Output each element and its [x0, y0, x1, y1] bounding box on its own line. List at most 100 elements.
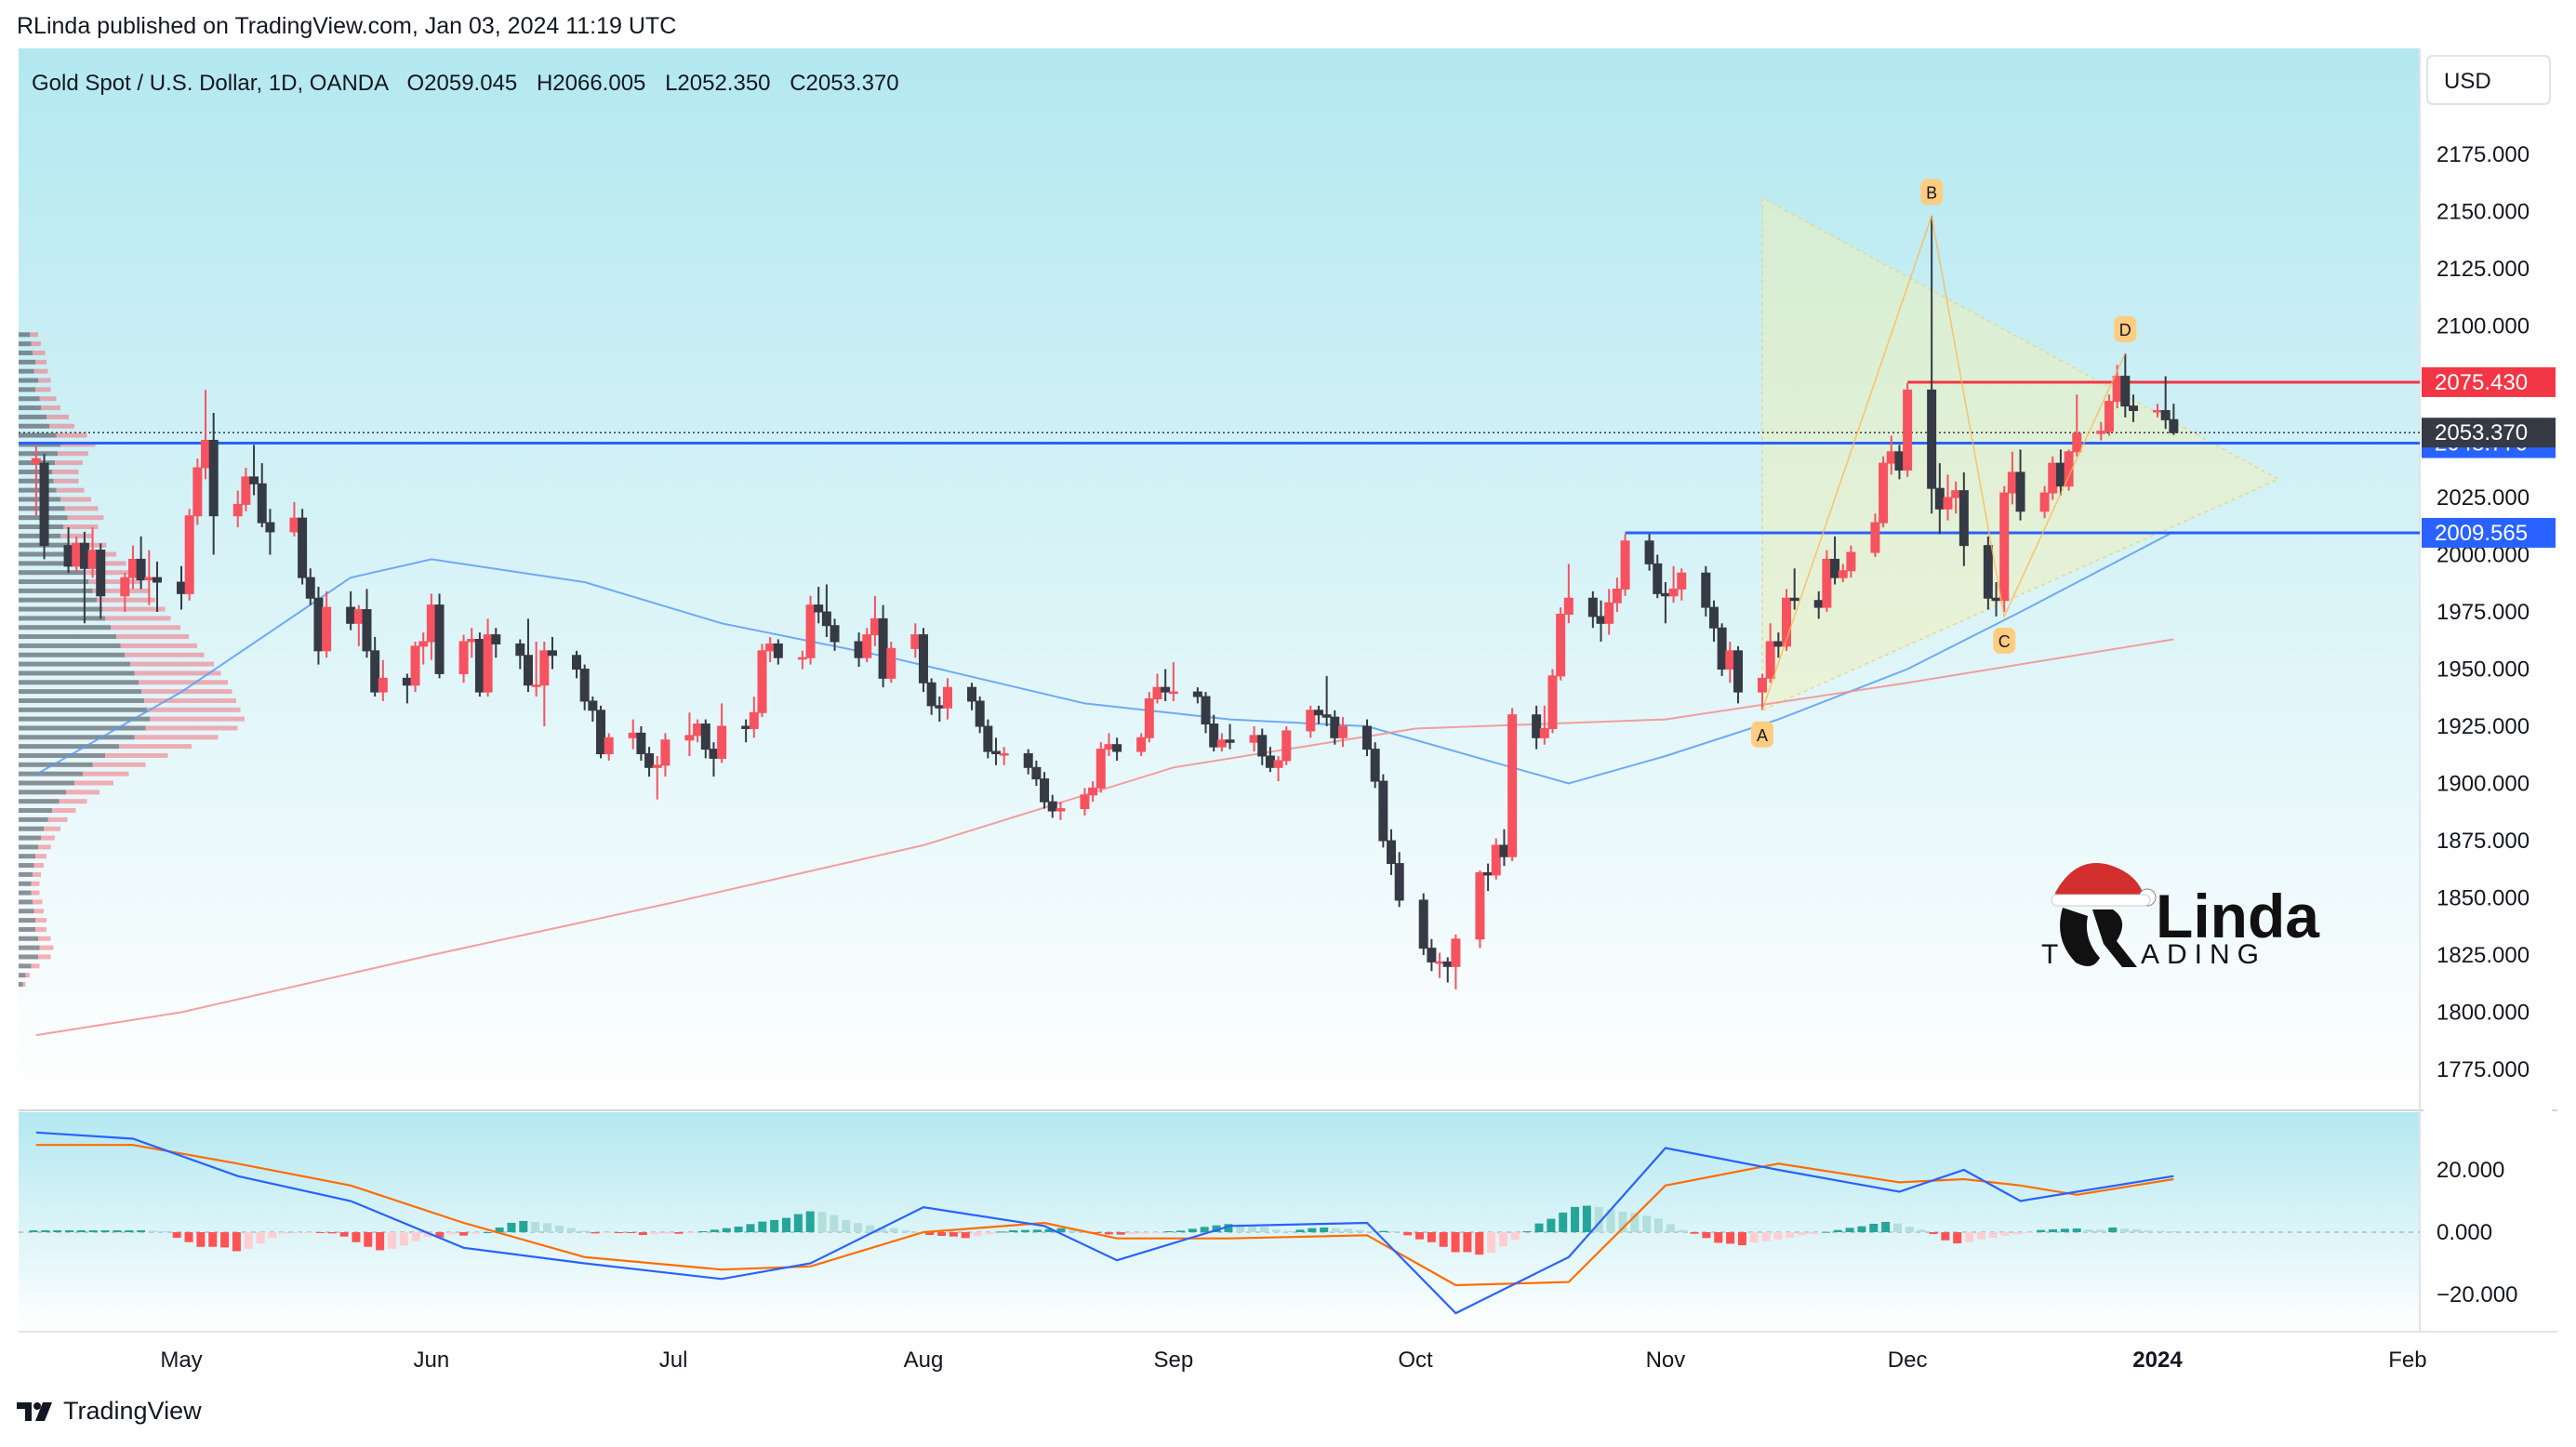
- volume-profile-down-bar: [19, 423, 49, 429]
- candle-body: [523, 655, 533, 686]
- candle-body: [2007, 471, 2017, 494]
- abcd-pattern[interactable]: A B C D: [1751, 179, 2137, 748]
- macd-histogram-bar: [1498, 1232, 1507, 1247]
- volume-profile-up-bar: [38, 378, 51, 383]
- candle-body: [208, 440, 219, 517]
- candle-body: [1556, 613, 1566, 677]
- time-axis-labels[interactable]: May Jun Jul Aug Sep Oct Nov Dec 2024 Feb: [160, 1347, 2426, 1373]
- candle-body: [2064, 451, 2074, 487]
- volume-profile-up-bar: [60, 497, 91, 502]
- macd-histogram-bar: [2072, 1228, 2081, 1232]
- candle-body: [628, 732, 638, 738]
- macd-histogram-bar: [997, 1231, 1006, 1233]
- tradingview-footer[interactable]: TradingView: [17, 1397, 202, 1426]
- macd-histogram-bar: [770, 1219, 779, 1232]
- candle-body: [652, 764, 662, 768]
- macd-histogram-bar: [2084, 1228, 2093, 1232]
- candle-body: [1330, 716, 1340, 738]
- macd-histogram-bar: [1451, 1232, 1460, 1253]
- candle-body: [346, 606, 356, 624]
- macd-histogram-bar: [1093, 1232, 1102, 1233]
- volume-profile-down-bar: [19, 973, 26, 978]
- price-tick-label: 2125.000: [2437, 257, 2530, 282]
- currency-button[interactable]: USD: [2426, 55, 2551, 105]
- candle-body: [313, 597, 324, 652]
- macd-histogram-bar: [1653, 1218, 1663, 1232]
- macd-histogram-bar: [1295, 1229, 1305, 1232]
- candle-body: [1370, 749, 1380, 782]
- macd-histogram-bar: [1857, 1226, 1866, 1232]
- macd-histogram-bar: [399, 1232, 408, 1246]
- candle-body: [96, 550, 106, 597]
- candle-body: [2128, 405, 2138, 412]
- macd-histogram-bar: [65, 1229, 74, 1232]
- macd-histogram-bar: [376, 1232, 385, 1251]
- macd-histogram-bar: [1009, 1229, 1018, 1232]
- macd-histogram-bar: [1988, 1232, 1998, 1239]
- macd-histogram-bar: [1069, 1228, 1078, 1232]
- macd-histogram-bar: [781, 1217, 790, 1232]
- price-tick-label: 1800.000: [2437, 1001, 2530, 1026]
- price-tag: [2422, 366, 2556, 397]
- volume-profile-up-bar: [134, 670, 221, 676]
- candle-body: [1201, 696, 1211, 725]
- macd-histogram-bar: [1678, 1229, 1687, 1232]
- macd-histogram-bar: [865, 1225, 874, 1232]
- volume-profile-up-bar: [66, 790, 100, 795]
- candle-body: [878, 617, 888, 679]
- candle-body: [1144, 697, 1154, 738]
- macd-indicator: [19, 1131, 2420, 1315]
- candle-body: [79, 542, 89, 569]
- macd-histogram-bar: [937, 1232, 947, 1237]
- candle-body: [765, 643, 776, 652]
- candle-body: [1442, 961, 1453, 967]
- pattern-point-label: B: [1926, 183, 1937, 202]
- macd-histogram-bar: [842, 1219, 851, 1232]
- candle-body: [1758, 677, 1767, 693]
- volume-profile-down-bar: [19, 735, 135, 740]
- candle-body: [1934, 487, 1945, 510]
- macd-histogram-bar: [471, 1232, 480, 1234]
- volume-profile-down-bar: [19, 697, 144, 703]
- macd-histogram-bar: [2131, 1228, 2141, 1232]
- candle-body: [1192, 691, 1202, 697]
- macd-histogram-bar: [578, 1230, 588, 1232]
- price-levels[interactable]: [19, 380, 2420, 535]
- symbol-legend[interactable]: Gold Spot / U.S. Dollar, 1D, OANDA O2059…: [32, 71, 899, 96]
- volume-profile-up-bar: [35, 918, 46, 923]
- candle-body: [2048, 462, 2058, 494]
- volume-profile-down-bar: [19, 414, 46, 419]
- macd-histogram-bar: [591, 1232, 600, 1234]
- candle-body: [1023, 753, 1033, 768]
- ohlc-high: H2066.005: [537, 71, 645, 96]
- candle-body: [2120, 376, 2131, 407]
- volume-profile-down-bar: [19, 752, 105, 758]
- macd-histogram-bar: [1534, 1223, 1544, 1232]
- macd-histogram-bar: [1343, 1228, 1352, 1232]
- macd-histogram-bar: [1929, 1232, 1938, 1235]
- macd-histogram-bar: [1487, 1232, 1496, 1254]
- candle-body: [862, 634, 872, 658]
- volume-profile-down-bar: [19, 707, 147, 712]
- price-axis[interactable]: [2423, 52, 2552, 1328]
- macd-histogram-bar: [985, 1232, 994, 1235]
- volume-profile-up-bar: [35, 854, 46, 859]
- macd-histogram-bar: [1869, 1223, 1879, 1232]
- candle-body: [31, 458, 41, 464]
- volume-profile-down-bar: [19, 963, 32, 969]
- candle-body: [193, 467, 203, 517]
- volume-profile-down-bar: [19, 378, 38, 383]
- candle-body: [870, 617, 880, 636]
- volume-profile-up-bar: [105, 616, 171, 621]
- candle-body: [2153, 410, 2162, 413]
- volume-profile-up-bar: [41, 835, 55, 841]
- candle-body: [1168, 691, 1178, 695]
- volume-profile-down-bar: [19, 579, 88, 585]
- price-tick-label: 1875.000: [2437, 829, 2530, 854]
- macd-histogram-bar: [1283, 1230, 1293, 1232]
- volume-profile-down-bar: [19, 771, 83, 777]
- watermark-logo-icon: [2051, 863, 2157, 967]
- price-tick-label: 1975.000: [2437, 600, 2530, 625]
